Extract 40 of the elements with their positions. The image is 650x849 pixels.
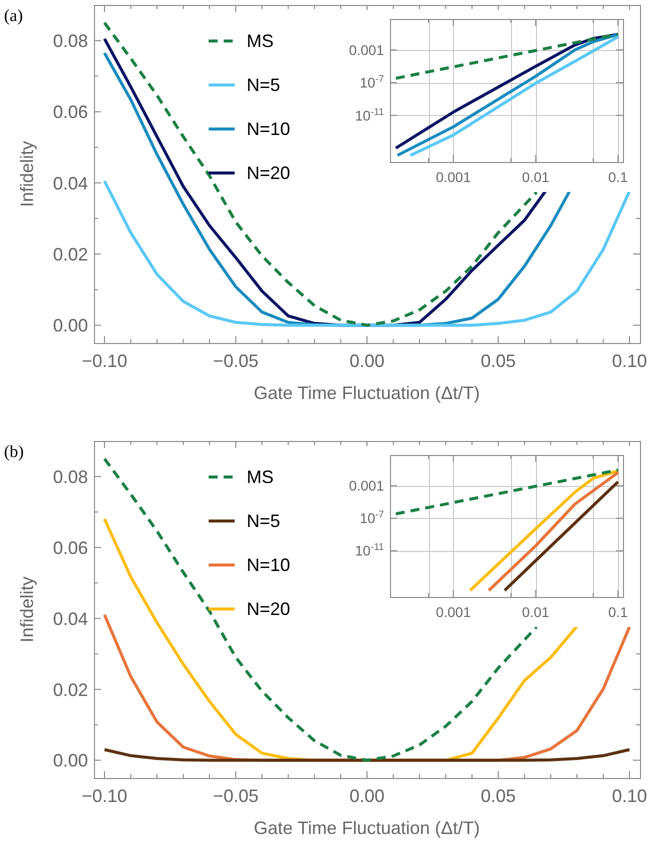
x-axis-title: Gate Time Fluctuation (Δt/T) — [254, 382, 480, 403]
y-tick-label: 0.08 — [52, 31, 88, 52]
legend-label: N=10 — [246, 555, 290, 575]
y-tick-label: 0.08 — [52, 466, 88, 487]
legend-label: N=10 — [246, 119, 290, 139]
x-tick-label: 0.001 — [436, 604, 472, 620]
x-tick-label: −0.10 — [82, 351, 128, 371]
text: (b) — [4, 442, 24, 461]
y-tick-label: 0.02 — [52, 680, 88, 700]
x-tick-label: 0.01 — [522, 604, 550, 620]
y-tick-label: 0.001 — [348, 478, 384, 494]
legend-label: N=20 — [246, 163, 290, 183]
x-tick-label: −0.05 — [212, 786, 259, 806]
x-tick-label: 0.01 — [522, 169, 550, 185]
legend-label: N=5 — [246, 75, 280, 95]
y-axis-title: Infidelity — [16, 576, 37, 643]
text: (a) — [4, 6, 23, 25]
y-tick-label: 0.02 — [52, 244, 88, 265]
x-tick-label: 0.05 — [480, 786, 516, 806]
x-tick-label: 0.1 — [608, 604, 628, 620]
legend-label: MS — [246, 467, 274, 487]
x-axis-title: Gate Time Fluctuation (Δt/T) — [254, 818, 480, 838]
y-tick-label: 0.04 — [52, 608, 88, 629]
x-tick-label: −0.05 — [212, 351, 259, 371]
legend-label: N=5 — [246, 511, 280, 531]
x-tick-label: 0.10 — [612, 351, 648, 371]
x-tick-label: 0.1 — [608, 169, 628, 185]
y-tick-label: 0.06 — [52, 102, 88, 122]
legend-label: MS — [246, 31, 274, 51]
x-tick-label: 0.10 — [612, 786, 648, 806]
y-tick-label: 0.06 — [52, 538, 88, 558]
legend-label: N=20 — [246, 599, 290, 619]
x-tick-label: 0.05 — [480, 351, 516, 371]
y-tick-label: 0.04 — [52, 173, 88, 194]
y-tick-label: 0.00 — [52, 316, 88, 336]
y-tick-label: 0.001 — [348, 42, 384, 58]
y-axis-title: Infidelity — [16, 140, 37, 208]
y-tick-label: 0.00 — [52, 750, 88, 771]
x-tick-label: 0.001 — [436, 169, 472, 185]
x-tick-label: −0.10 — [82, 786, 128, 806]
